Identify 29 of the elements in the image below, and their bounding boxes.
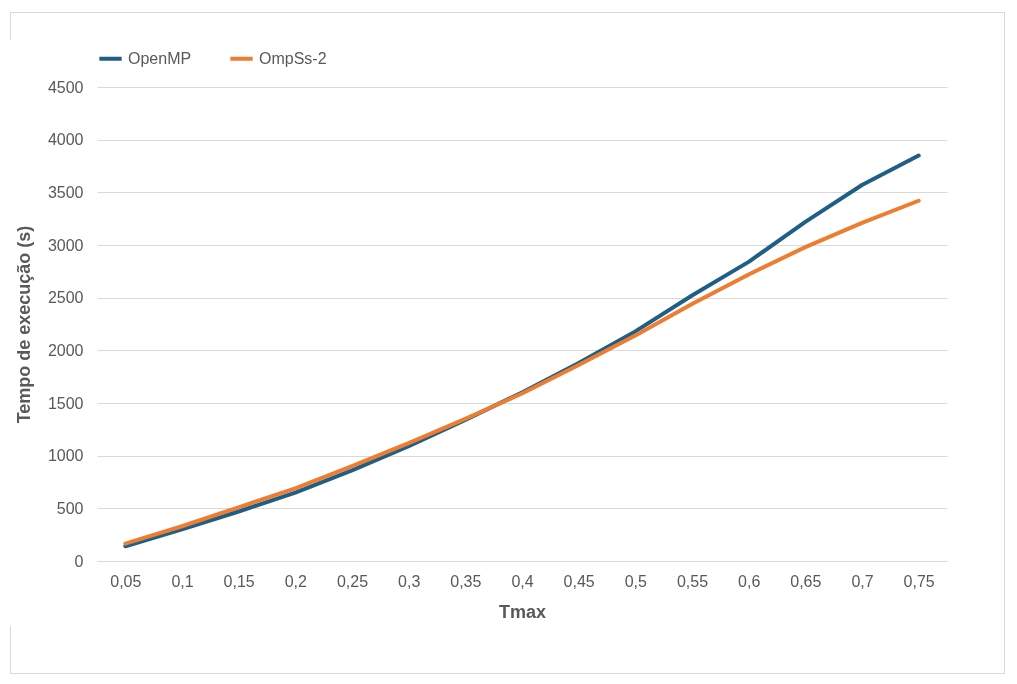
y-tick-label: 0 <box>74 552 84 570</box>
x-tick-label: 0,4 <box>511 572 534 590</box>
x-tick-label: 0,55 <box>676 572 709 590</box>
legend-label: OpenMP <box>128 49 192 67</box>
x-tick-label: 0,2 <box>284 572 308 590</box>
x-tick-label: 0,05 <box>110 572 142 590</box>
y-axis-title: Tempo de execução (s) <box>13 225 34 424</box>
y-tick-label: 4500 <box>47 78 84 96</box>
y-tick-label: 3000 <box>47 236 84 254</box>
y-tick-label: 500 <box>56 499 84 517</box>
y-tick-label: 1000 <box>47 447 84 465</box>
y-tick-label: 2000 <box>47 341 84 359</box>
x-tick-label: 0,25 <box>336 572 369 590</box>
x-tick-label: 0,35 <box>450 572 482 590</box>
x-tick-label: 0,1 <box>171 572 194 590</box>
x-axis-title: Tmax <box>498 601 547 622</box>
x-tick-label: 0,65 <box>790 572 822 590</box>
legend-label: OmpSs-2 <box>259 49 327 67</box>
x-tick-label: 0,7 <box>851 572 874 590</box>
y-tick-label: 4000 <box>47 131 84 149</box>
y-tick-label: 3500 <box>47 183 84 201</box>
x-tick-label: 0,45 <box>563 572 595 590</box>
y-tick-label: 2500 <box>47 289 84 307</box>
x-tick-label: 0,6 <box>738 572 761 590</box>
x-tick-label: 0,15 <box>223 572 255 590</box>
x-tick-label: 0,5 <box>624 572 648 590</box>
x-tick-label: 0,75 <box>903 572 935 590</box>
x-tick-label: 0,3 <box>398 572 421 590</box>
y-tick-label: 1500 <box>47 394 84 412</box>
